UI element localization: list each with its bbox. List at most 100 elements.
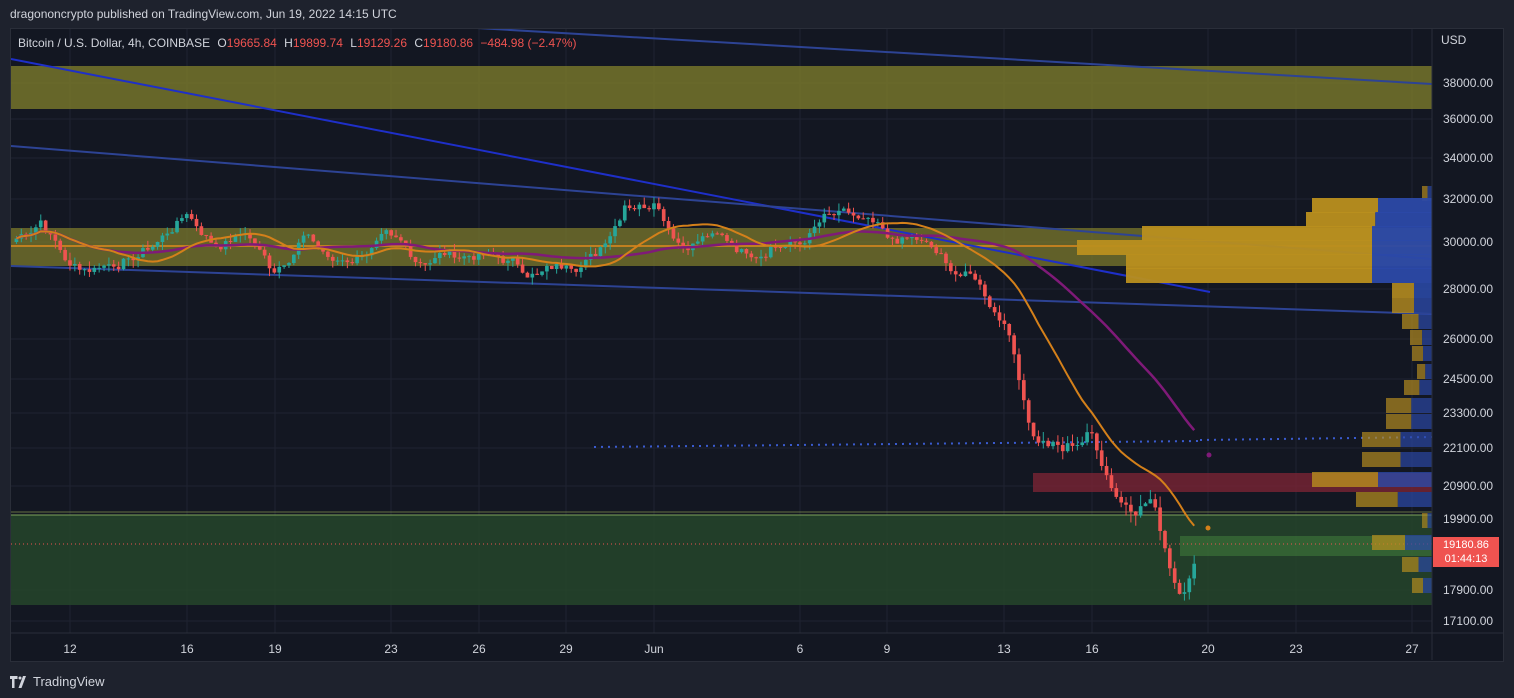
candle-body [559, 263, 564, 269]
ema-orange-line [16, 221, 1195, 527]
volume-profile-bar-down [1414, 298, 1432, 313]
candle-body [277, 266, 282, 273]
candle-body [77, 264, 82, 270]
price-tick-label: 23300.00 [1443, 406, 1493, 420]
candle-body [1143, 503, 1148, 507]
candle-body [715, 233, 720, 235]
candle-body [1002, 320, 1007, 324]
candle-body [476, 253, 481, 260]
candle-body [87, 269, 92, 272]
candle-body [545, 265, 549, 272]
volume-profile-bar-up [1386, 398, 1412, 413]
time-tick-label: 16 [1085, 642, 1099, 656]
price-tick-label: 28000.00 [1443, 282, 1493, 296]
candle-body [1080, 442, 1085, 446]
candle-body [598, 247, 603, 257]
candle-body [1051, 441, 1055, 447]
candle-body [987, 296, 992, 308]
candle-body [963, 271, 968, 277]
time-tick-label: 23 [1289, 642, 1303, 656]
candle-body [38, 220, 43, 228]
candle-body [968, 271, 973, 274]
ohlc-high: H19899.74 [284, 36, 343, 50]
volume-profile-bar-up [1312, 198, 1378, 213]
volume-profile-bar-down [1411, 398, 1432, 413]
candle-body [1172, 568, 1177, 583]
last-price-value: 19180.86 [1443, 539, 1489, 551]
candle-body [111, 264, 116, 267]
candle-body [1168, 548, 1172, 569]
candle-body [116, 266, 121, 270]
candle-body [73, 264, 77, 266]
ma-purple-end [1206, 452, 1212, 458]
brand-name: TradingView [33, 674, 105, 689]
candle-body [1187, 578, 1192, 593]
footer-brand[interactable]: TradingView [10, 674, 105, 689]
candle-body [394, 235, 398, 238]
candle-body [1056, 441, 1060, 445]
volume-profile-bar-down [1423, 578, 1432, 593]
volume-profile-bar-up [1402, 557, 1419, 572]
candle-body [1090, 432, 1094, 434]
candle-body [973, 273, 977, 280]
time-tick-label: 19 [268, 642, 282, 656]
candle-body [739, 249, 744, 253]
candle-body [1095, 433, 1099, 451]
candle-body [58, 240, 63, 250]
candle-body [832, 214, 836, 216]
candle-body [593, 253, 598, 257]
candle-body [627, 205, 632, 208]
price-tick-label: 17100.00 [1443, 614, 1493, 628]
candle-body [773, 246, 778, 248]
volume-profile-bar-down [1422, 330, 1432, 345]
candle-body [14, 238, 19, 242]
candle-body [549, 265, 554, 269]
candle-body [467, 256, 471, 258]
ohlc-low: L19129.26 [350, 36, 407, 50]
candle-body [121, 258, 126, 270]
candle-body [949, 263, 953, 272]
candle-body [900, 237, 904, 244]
candle-body [705, 236, 710, 238]
candle-body [326, 251, 330, 257]
tradingview-logo-icon [10, 675, 26, 688]
candle-body [389, 230, 393, 236]
candle-body [457, 257, 462, 259]
candle-body [939, 253, 943, 255]
candle-body [184, 214, 189, 219]
candle-body [1060, 444, 1065, 452]
volume-profile-bar-up [1362, 432, 1401, 447]
candle-body [423, 263, 428, 265]
volume-profile-bar-up [1392, 298, 1414, 313]
candle-body [827, 213, 831, 215]
volume-profile-bar-up [1372, 535, 1405, 550]
candle-body [170, 232, 174, 234]
candle-body [734, 245, 739, 253]
candle-body [871, 217, 875, 223]
candle-body [759, 256, 763, 259]
volume-profile-bar-up [1142, 226, 1372, 241]
candle-body [384, 230, 389, 234]
candle-body [433, 258, 437, 264]
volume-profile-bar-up [1126, 254, 1372, 269]
volume-profile-bar-down [1372, 226, 1432, 241]
price-tick-label: 30000.00 [1443, 235, 1493, 249]
price-tick-label: 32000.00 [1443, 192, 1493, 206]
ema-orange-end [1205, 525, 1211, 531]
volume-profile-bar-up [1412, 578, 1423, 593]
candle-body [511, 258, 515, 261]
candle-body [1163, 530, 1167, 549]
candle-body [292, 254, 296, 264]
candle-body [462, 256, 466, 259]
candle-body [564, 265, 569, 269]
volume-profile-bar-up [1356, 492, 1398, 507]
candle-body [82, 269, 87, 271]
candle-body [958, 274, 963, 277]
volume-profile-bar-down [1397, 492, 1432, 507]
candle-body [282, 265, 286, 267]
publish-info: dragononcrypto published on TradingView.… [10, 7, 397, 21]
candle-body [515, 258, 520, 265]
ma-purple-line [15, 230, 1196, 431]
price-tick-label: 36000.00 [1443, 112, 1493, 126]
